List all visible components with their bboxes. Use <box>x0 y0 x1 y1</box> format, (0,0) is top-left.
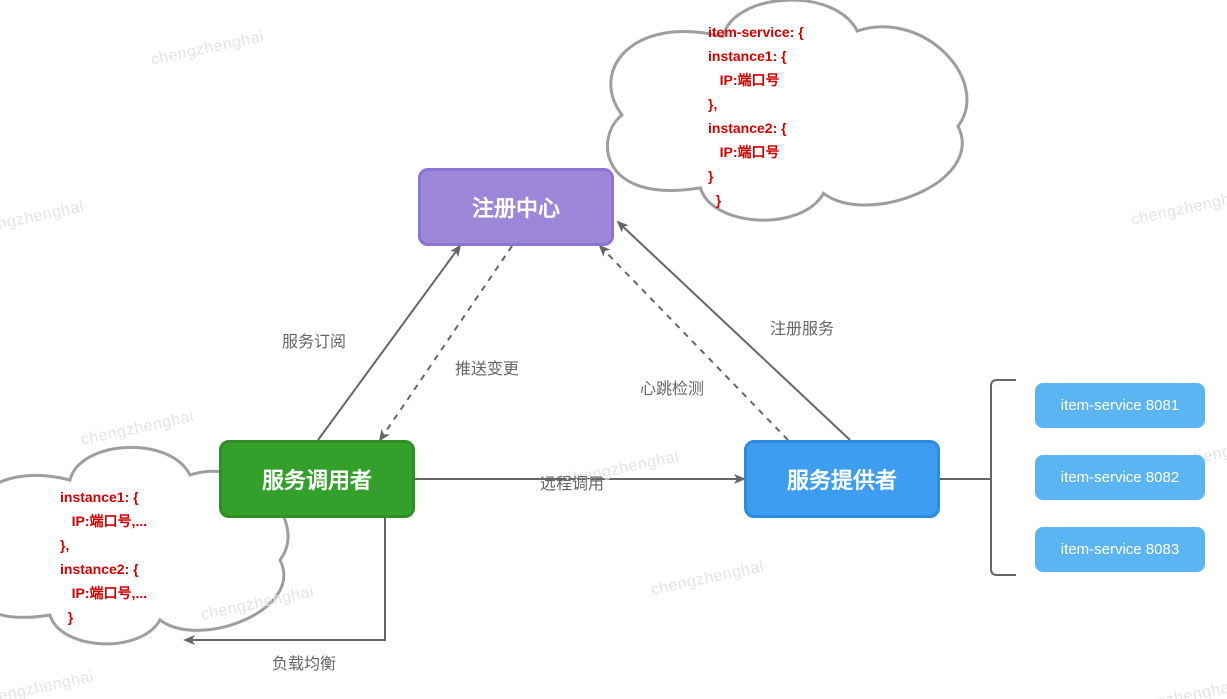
edge-loadbalance <box>185 518 385 640</box>
watermark: chengzhenghai <box>0 668 96 699</box>
watermark: chengzhenghai <box>1119 678 1227 699</box>
provider-label: 服务提供者 <box>787 463 897 495</box>
registry-node: 注册中心 <box>418 168 614 246</box>
watermark: chengzhenghai <box>149 28 265 70</box>
watermark: chengzhenghai <box>79 408 195 450</box>
edge-label-loadbalance: 负载均衡 <box>272 650 336 674</box>
edge-heartbeat <box>600 246 788 440</box>
watermark: chengzhenghai <box>1129 188 1227 230</box>
service-instance-1: item-service 8082 <box>1035 455 1205 500</box>
consumer-label: 服务调用者 <box>262 463 372 495</box>
registry_cloud-text: item-service: { instance1: { IP:端口号 }, i… <box>708 20 804 212</box>
watermark: chengzhenghai <box>649 558 765 600</box>
edge-push <box>380 246 512 440</box>
edge-label-rpc: 远程调用 <box>540 470 604 494</box>
service-instance-label: item-service 8083 <box>1061 541 1179 558</box>
edge-label-register: 注册服务 <box>770 315 834 339</box>
service-bracket <box>991 380 1016 575</box>
service-instance-0: item-service 8081 <box>1035 383 1205 428</box>
provider-node: 服务提供者 <box>744 440 940 518</box>
service-instance-label: item-service 8082 <box>1061 469 1179 486</box>
edge-label-push: 推送变更 <box>455 355 519 379</box>
edge-label-heartbeat: 心跳检测 <box>640 375 704 399</box>
consumer_cloud-text: instance1: { IP:端口号,... }, instance2: { … <box>60 485 147 629</box>
consumer-node: 服务调用者 <box>219 440 415 518</box>
watermark: chengzhenghai <box>199 583 315 625</box>
service-instance-2: item-service 8083 <box>1035 527 1205 572</box>
service-instance-label: item-service 8081 <box>1061 397 1179 414</box>
registry-label: 注册中心 <box>472 191 560 223</box>
edge-label-subscribe: 服务订阅 <box>282 328 346 352</box>
watermark: chengzhenghai <box>0 198 86 240</box>
